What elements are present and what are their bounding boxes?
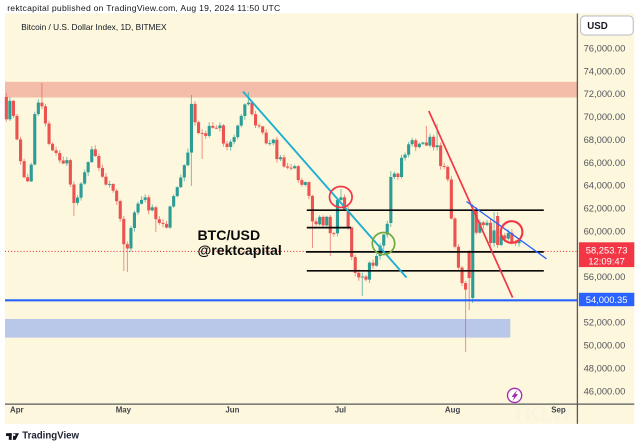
svg-text:74,000.00: 74,000.00	[584, 65, 626, 76]
svg-text:68,000.00: 68,000.00	[584, 134, 626, 145]
svg-text:46,000.00: 46,000.00	[584, 385, 626, 396]
svg-text:Apr: Apr	[10, 405, 24, 414]
svg-text:54,000.35: 54,000.35	[586, 294, 628, 305]
svg-text:Jun: Jun	[225, 405, 239, 414]
svg-text:Aug: Aug	[445, 405, 461, 414]
svg-text:Jul: Jul	[335, 405, 346, 414]
svg-text:60,000.00: 60,000.00	[584, 225, 626, 236]
svg-text:BTC/USD: BTC/USD	[198, 227, 261, 243]
svg-text:Bitcoin / U.S. Dollar Index, 1: Bitcoin / U.S. Dollar Index, 1D, BITMEX	[21, 22, 167, 32]
svg-text:@rektcapital: @rektcapital	[198, 242, 282, 258]
svg-text:62,000.00: 62,000.00	[584, 203, 626, 214]
svg-text:Sep: Sep	[551, 405, 566, 414]
svg-text:64,000.00: 64,000.00	[584, 180, 626, 191]
svg-text:58,253.73: 58,253.73	[586, 244, 628, 255]
svg-text:TKLW: TKLW	[512, 403, 572, 426]
svg-text:48,000.00: 48,000.00	[584, 362, 626, 373]
svg-text:72,000.00: 72,000.00	[584, 88, 626, 99]
svg-text:12:09:47: 12:09:47	[588, 255, 625, 266]
svg-text:66,000.00: 66,000.00	[584, 157, 626, 168]
svg-text:52,000.00: 52,000.00	[584, 317, 626, 328]
svg-text:rektcapital published on Tradi: rektcapital published on TradingView.com…	[7, 3, 280, 13]
svg-text:70,000.00: 70,000.00	[584, 111, 626, 122]
svg-text:76,000.00: 76,000.00	[584, 43, 626, 54]
svg-text:May: May	[116, 405, 132, 414]
svg-text:TradingView: TradingView	[22, 430, 79, 441]
svg-text:50,000.00: 50,000.00	[584, 340, 626, 351]
svg-text:56,000.00: 56,000.00	[584, 271, 626, 282]
svg-text:USD: USD	[587, 21, 607, 32]
